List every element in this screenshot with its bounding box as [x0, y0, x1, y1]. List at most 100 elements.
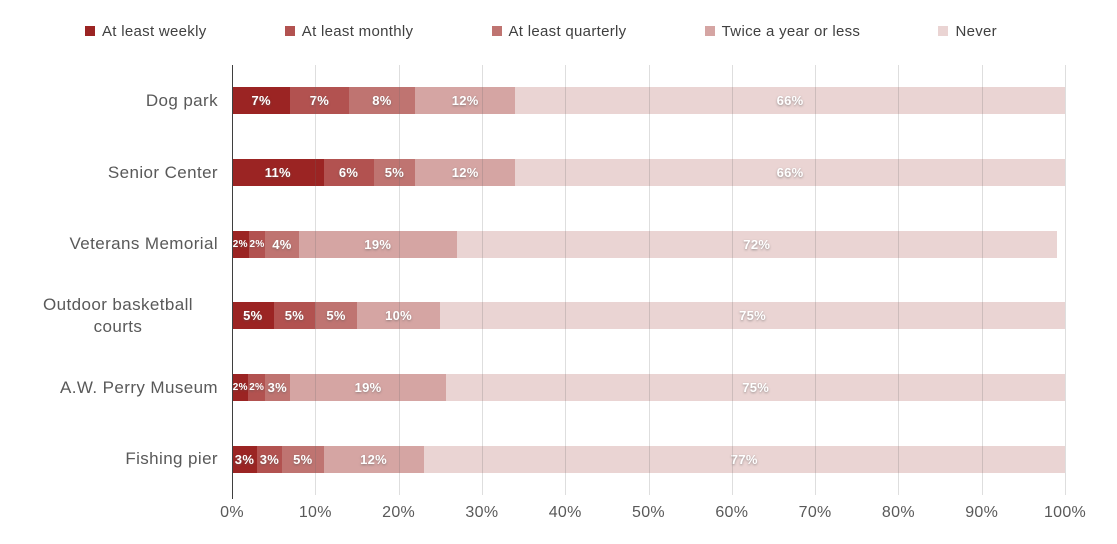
- bars-layer: 7% 7% 8% 12% 66% 11% 6% 5% 12% 66% 2% 2% 4% 19% 72% 5% 5…: [232, 65, 1065, 495]
- bar-segment: 11%: [232, 159, 324, 186]
- segment-data-label: 19%: [354, 380, 382, 395]
- bar-segment: 8%: [348, 87, 416, 115]
- bar-segment: 19%: [289, 374, 447, 401]
- legend-item: At least weekly: [85, 23, 207, 40]
- x-axis-tick-label: 20%: [382, 504, 416, 521]
- segment-data-label: 5%: [293, 451, 313, 467]
- bar-segment: 4%: [265, 230, 299, 258]
- legend-swatch-icon: [85, 26, 95, 36]
- segment-data-label: 7%: [251, 93, 271, 109]
- legend-swatch-icon: [491, 26, 502, 36]
- category-label: A.W. Perry Museum: [60, 377, 218, 397]
- bar-row: 7% 7% 8% 12% 66%: [232, 87, 1065, 115]
- segment-data-label: 66%: [776, 93, 804, 109]
- segment-data-label: 7%: [309, 93, 330, 109]
- bar-segment: 6%: [323, 159, 374, 186]
- legend-swatch-icon: [704, 26, 715, 36]
- segment-data-label: 2%: [249, 238, 265, 250]
- segment-data-label: 8%: [372, 93, 392, 109]
- category-label-row: Senior Center: [0, 141, 218, 205]
- x-axis-tick-label: 0%: [220, 504, 244, 521]
- category-label-row: Veterans Memorial: [0, 212, 218, 276]
- segment-data-label: 2%: [232, 238, 248, 250]
- segment-data-label: 5%: [243, 308, 263, 324]
- x-axis-tick-label: 70%: [798, 504, 832, 521]
- legend-swatch-icon: [284, 26, 295, 36]
- bar-segment: 3%: [256, 445, 282, 473]
- segment-data-label: 4%: [272, 236, 292, 252]
- category-label-row: A.W. Perry Museum: [0, 356, 218, 420]
- legend-label: Never: [955, 22, 997, 40]
- bar-segment: 5%: [373, 159, 416, 186]
- bar-segment: 75%: [446, 374, 1065, 401]
- x-axis-tick-label: 60%: [715, 504, 749, 521]
- segment-data-label: 5%: [384, 165, 405, 180]
- category-label: Dog park: [145, 90, 218, 110]
- bar-segment: 66%: [515, 159, 1065, 186]
- x-axis-tick-label: 100%: [1043, 504, 1087, 521]
- segment-data-label: 12%: [451, 165, 479, 180]
- legend-label: At least weekly: [102, 22, 207, 40]
- x-axis-tick-label: 90%: [965, 504, 999, 521]
- bar-segment: 12%: [415, 159, 516, 186]
- segment-data-label: 11%: [264, 165, 291, 180]
- segment-data-label: 77%: [730, 451, 758, 467]
- x-axis-tick-label: 10%: [298, 504, 332, 521]
- bar-segment: 77%: [423, 445, 1065, 473]
- legend-swatch-icon: [938, 26, 949, 36]
- segment-data-label: 3%: [267, 380, 288, 395]
- segment-data-label: 6%: [338, 165, 359, 180]
- bar-segment: 10%: [356, 302, 441, 330]
- x-axis-tick-label: 80%: [881, 504, 915, 521]
- bar-segment: 72%: [456, 230, 1057, 258]
- bar-segment: 19%: [298, 230, 457, 258]
- legend-label: Twice a year or less: [721, 22, 861, 40]
- segment-data-label: 3%: [234, 451, 255, 467]
- segment-data-label: 75%: [739, 308, 767, 324]
- segment-data-label: 2%: [249, 382, 265, 393]
- segment-data-label: 2%: [232, 382, 248, 393]
- segment-data-label: 10%: [385, 308, 413, 324]
- category-label: Senior Center: [107, 162, 218, 182]
- legend-label: At least quarterly: [508, 22, 627, 40]
- bar-row: 2% 2% 3% 19% 75%: [232, 374, 1065, 401]
- bar-segment: 3%: [264, 374, 290, 401]
- gridline: [1065, 65, 1066, 495]
- plot-area: 7% 7% 8% 12% 66% 11% 6% 5% 12% 66% 2% 2% 4% 19% 72% 5% 5…: [232, 65, 1066, 499]
- bar-segment: 7%: [232, 87, 291, 115]
- bar-row: 2% 2% 4% 19% 72%: [232, 230, 1065, 258]
- bar-segment: 75%: [440, 302, 1065, 330]
- bar-segment: 2%: [232, 374, 249, 401]
- x-axis-tick-label: 50%: [632, 504, 665, 521]
- bar-segment: 12%: [415, 87, 516, 115]
- category-label-row: Fishing pier: [0, 427, 218, 491]
- category-label: Outdoor basketball courts: [43, 295, 193, 336]
- category-label: Fishing pier: [125, 449, 218, 469]
- bar-segment: 5%: [315, 302, 357, 330]
- segment-data-label: 12%: [360, 451, 388, 467]
- category-label-row: Dog park: [0, 69, 218, 133]
- legend-item: At least quarterly: [491, 22, 627, 40]
- x-axis-tick-label: 40%: [548, 504, 582, 521]
- segment-data-label: 19%: [364, 236, 392, 252]
- bar-row: 11% 6% 5% 12% 66%: [232, 159, 1065, 186]
- bar-segment: 5%: [281, 445, 324, 473]
- bar-row: 3% 3% 5% 12% 77%: [232, 445, 1065, 473]
- segment-data-label: 5%: [284, 308, 305, 324]
- bar-segment: 2%: [248, 374, 265, 401]
- segment-data-label: 12%: [451, 93, 479, 109]
- bar-segment: 7%: [290, 87, 349, 115]
- chart-legend: At least weekly At least monthly At least …: [85, 18, 997, 44]
- segment-data-label: 72%: [743, 236, 771, 252]
- category-label: Veterans Memorial: [69, 234, 218, 254]
- bar-segment: 12%: [323, 445, 424, 473]
- legend-label: At least monthly: [301, 22, 414, 40]
- legend-item: At least monthly: [284, 22, 414, 40]
- segment-data-label: 75%: [742, 380, 770, 395]
- bar-segment: 5%: [273, 302, 316, 330]
- bar-segment: 2%: [232, 230, 249, 258]
- bar-segment: 3%: [232, 445, 257, 473]
- bar-segment: 2%: [248, 230, 266, 258]
- bar-row: 5% 5% 5% 10% 75%: [232, 302, 1065, 330]
